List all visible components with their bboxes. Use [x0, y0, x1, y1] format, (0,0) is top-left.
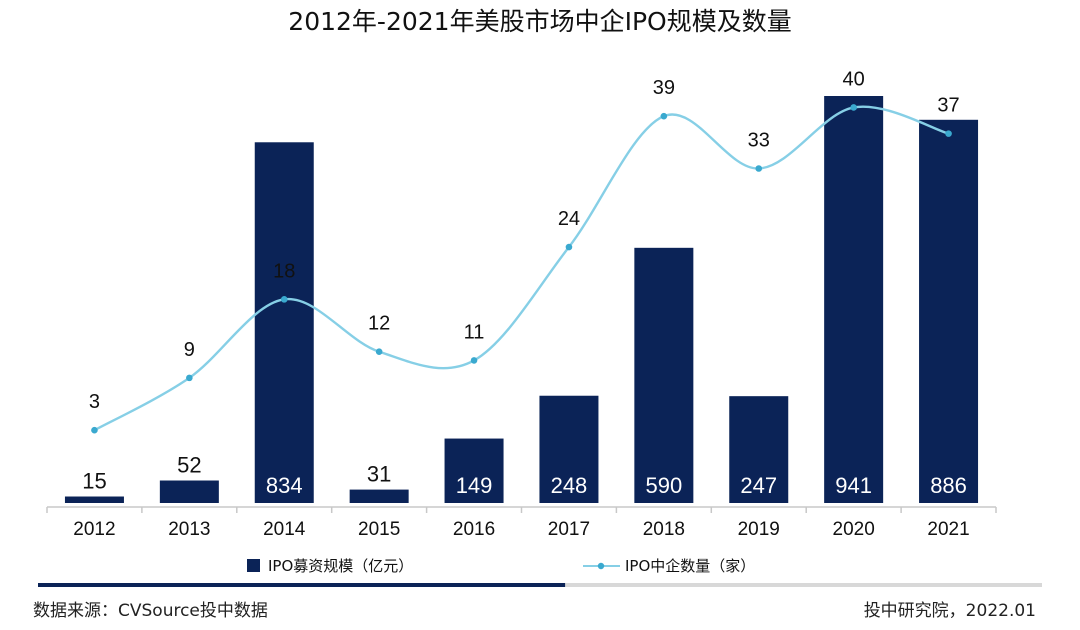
bar-value-label: 52: [177, 453, 201, 478]
bar: [254, 142, 314, 504]
bar: [64, 496, 124, 503]
x-tick-label: 2016: [453, 519, 495, 540]
bar-value-label: 834: [266, 473, 303, 498]
legend-line-marker: [597, 562, 605, 570]
bar-value-label: 247: [740, 473, 777, 498]
line-value-label: 37: [937, 95, 959, 117]
line-value-label: 3: [89, 391, 100, 413]
x-tick-label: 2020: [833, 519, 875, 540]
bar: [919, 119, 979, 504]
legend-line-label: IPO中企数量（家）: [625, 557, 755, 575]
line-value-label: 11: [464, 321, 485, 343]
x-tick-label: 2018: [643, 519, 685, 540]
line-marker: [945, 130, 952, 137]
bar: [729, 396, 789, 503]
bar-value-label: 590: [645, 473, 682, 498]
bar-value-label: 248: [551, 473, 588, 498]
x-tick-label: 2021: [927, 519, 969, 540]
line-marker: [565, 243, 573, 251]
x-tick-label: 2017: [548, 519, 590, 540]
x-axis-ticks: 2012 2013 2014 2015 2016 2017 2018 2019 2020 2021: [46, 507, 997, 540]
bar: [824, 96, 884, 503]
bar-value-label: 149: [456, 473, 493, 498]
line-value-label: 12: [368, 313, 390, 335]
bar: [539, 395, 599, 503]
line-value-label: 9: [184, 339, 195, 361]
legend-item-line: IPO中企数量（家）: [583, 557, 755, 575]
x-tick-label: 2012: [73, 519, 115, 540]
line-marker: [186, 374, 193, 382]
chart-title: 2012年-2021年美股市场中企IPO规模及数量: [288, 7, 791, 36]
line-marker: [375, 348, 383, 356]
line-value-label: 33: [748, 130, 770, 152]
bar: [349, 489, 409, 503]
legend: IPO募资规模（亿元） IPO中企数量（家）: [247, 557, 755, 575]
bar-value-label: 941: [835, 473, 872, 498]
legend-item-bar: IPO募资规模（亿元）: [247, 557, 413, 575]
line-marker: [660, 112, 668, 120]
legend-bar-label: IPO募资规模（亿元）: [268, 557, 413, 575]
x-tick-label: 2014: [263, 519, 306, 540]
footer-credit: 投中研究院，2022.01: [864, 601, 1036, 621]
line-value-label: 18: [273, 260, 295, 282]
bar: [444, 438, 504, 503]
footer-source: 数据来源：CVSource投中数据: [33, 601, 268, 621]
x-tick-label: 2013: [168, 519, 210, 540]
bar-value-label: 15: [82, 469, 106, 494]
line-marker: [280, 296, 288, 303]
bar: [159, 480, 219, 503]
bar: [634, 247, 694, 503]
line-series-path: [93, 105, 949, 432]
progress-bar: [38, 583, 1042, 587]
legend-bar-swatch: [247, 559, 260, 572]
line-series-markers: [91, 104, 952, 434]
line-value-label: 39: [653, 77, 675, 99]
bar-value-label: 886: [930, 473, 967, 498]
x-tick-label: 2015: [358, 519, 400, 540]
progress-fill: [38, 583, 566, 587]
line-marker: [470, 357, 478, 364]
line-marker: [755, 165, 763, 172]
line-value-label: 40: [843, 68, 865, 90]
line-marker: [850, 104, 857, 111]
bar-value-label: 31: [367, 462, 391, 487]
x-tick-label: 2019: [738, 519, 780, 540]
bar-series: [64, 96, 979, 504]
line-value-label: 24: [558, 208, 580, 230]
line-marker: [91, 426, 98, 434]
